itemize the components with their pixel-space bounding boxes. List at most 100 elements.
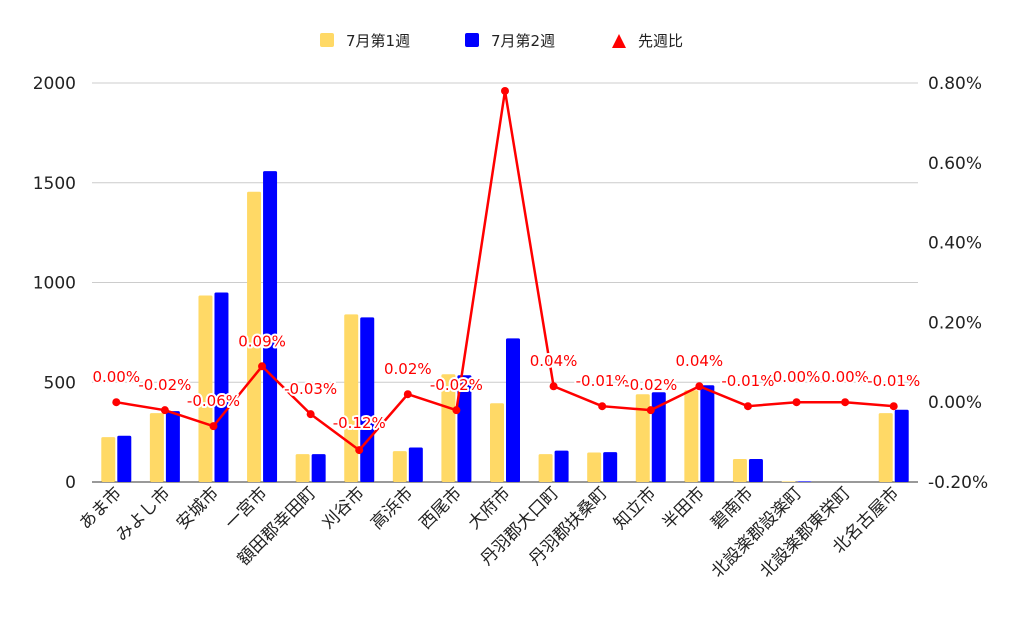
bar [506, 338, 520, 482]
bar [295, 454, 310, 482]
y-right-tick-label: 0.60% [928, 154, 982, 174]
ratio-data-label: -0.02% [430, 376, 483, 394]
bar [360, 317, 375, 482]
category-axis-labels: あま市みよし市安城市一宮市額田郡幸田町刈谷市高浜市西尾市大府市丹羽郡大口町丹羽郡… [76, 483, 904, 581]
ratio-point [549, 382, 558, 391]
bar [554, 450, 569, 482]
data-labels: 0.00%-0.02%-0.06%0.09%-0.03%-0.12%0.02%-… [90, 330, 922, 434]
bar [587, 452, 602, 482]
ratio-point [889, 402, 898, 411]
ratio-data-label: 0.00% [773, 368, 821, 386]
category-label: 高浜市 [367, 483, 417, 533]
ratio-data-label: 0.04% [676, 352, 724, 370]
bar [311, 454, 326, 482]
legend-item: 7月第1週 [320, 32, 410, 50]
bar [894, 409, 909, 482]
y-left-tick-label: 1500 [33, 174, 76, 194]
bar [392, 451, 407, 482]
ratio-point [112, 398, 121, 407]
y-right-tick-label: 0.80% [928, 74, 982, 94]
legend-swatch-icon [465, 33, 479, 47]
category-label: みよし市 [112, 483, 174, 545]
bar [732, 459, 747, 482]
legend-label: 7月第2週 [491, 32, 555, 50]
ratio-point [792, 398, 801, 407]
ratio-point [452, 406, 461, 415]
bar [457, 375, 472, 482]
legend-swatch-icon [320, 33, 334, 47]
bar [684, 390, 699, 482]
y-right-tick-label: -0.20% [928, 473, 988, 493]
bar [344, 314, 359, 482]
bar [408, 447, 423, 482]
ratio-data-label: -0.01% [576, 372, 629, 390]
ratio-point [160, 406, 169, 415]
category-label: 知立市 [610, 483, 660, 533]
ratio-point [646, 406, 655, 415]
bars [101, 171, 909, 483]
ratio-data-label: 0.00% [92, 368, 140, 386]
gridlines [92, 82, 918, 483]
ratio-data-label: -0.02% [138, 376, 191, 394]
ratio-line [112, 86, 898, 455]
bar [700, 385, 715, 482]
y-left-tick-label: 2000 [33, 74, 76, 94]
ratio-data-label: -0.12% [333, 414, 386, 432]
ratio-point [598, 402, 607, 411]
legend-item: 先週比 [612, 32, 683, 50]
bar [263, 171, 278, 482]
category-label: 刈谷市 [319, 483, 369, 533]
ratio-data-label: 0.04% [530, 352, 578, 370]
legend-label: 7月第1週 [346, 32, 410, 50]
ratio-point [355, 446, 364, 455]
bar [101, 437, 116, 482]
bar [117, 435, 132, 482]
ratio-point [841, 398, 850, 407]
ratio-point [501, 86, 509, 95]
bar [748, 459, 763, 482]
bar [651, 392, 666, 482]
bar [538, 454, 553, 482]
ratio-data-label: -0.06% [187, 392, 240, 410]
ratio-data-label: -0.01% [867, 372, 920, 390]
bar [781, 481, 796, 482]
ratio-point [403, 390, 412, 399]
bar [149, 413, 164, 482]
right-axis-ticks: -0.20% 0.00% 0.20% 0.40% 0.60% 0.80% [928, 74, 988, 493]
bar [214, 292, 229, 482]
bar [603, 452, 618, 482]
y-left-tick-label: 500 [44, 373, 76, 393]
ratio-data-label: -0.03% [284, 380, 337, 398]
legend: 7月第1週 7月第2週 先週比 [320, 32, 683, 50]
left-axis-ticks: 0 500 1000 1500 2000 [33, 74, 76, 493]
ratio-point [258, 362, 267, 371]
bar [198, 295, 213, 482]
bar [635, 394, 650, 482]
legend-item: 7月第2週 [465, 32, 555, 50]
legend-label: 先週比 [638, 32, 683, 50]
ratio-point [743, 402, 752, 411]
bar [490, 403, 504, 482]
y-left-tick-label: 0 [65, 473, 76, 493]
y-right-tick-label: 0.40% [928, 234, 982, 254]
ratio-data-label: 0.02% [384, 360, 432, 378]
bar [441, 374, 456, 482]
bar [247, 191, 262, 483]
category-label: 西尾市 [416, 483, 466, 533]
bar [165, 411, 180, 482]
ratio-data-label: 0.00% [821, 368, 869, 386]
y-left-tick-label: 1000 [33, 274, 76, 294]
ratio-point [695, 382, 704, 391]
legend-triangle-icon [612, 34, 626, 48]
y-right-tick-label: 0.20% [928, 313, 982, 333]
y-right-tick-label: 0.00% [928, 393, 982, 413]
ratio-point [306, 410, 315, 419]
category-label: 半田市 [659, 483, 709, 533]
category-label: 安城市 [173, 483, 223, 533]
ratio-point [209, 422, 218, 431]
bar [878, 413, 893, 482]
ratio-data-label: -0.01% [721, 372, 774, 390]
ratio-data-label: 0.09% [238, 332, 286, 350]
